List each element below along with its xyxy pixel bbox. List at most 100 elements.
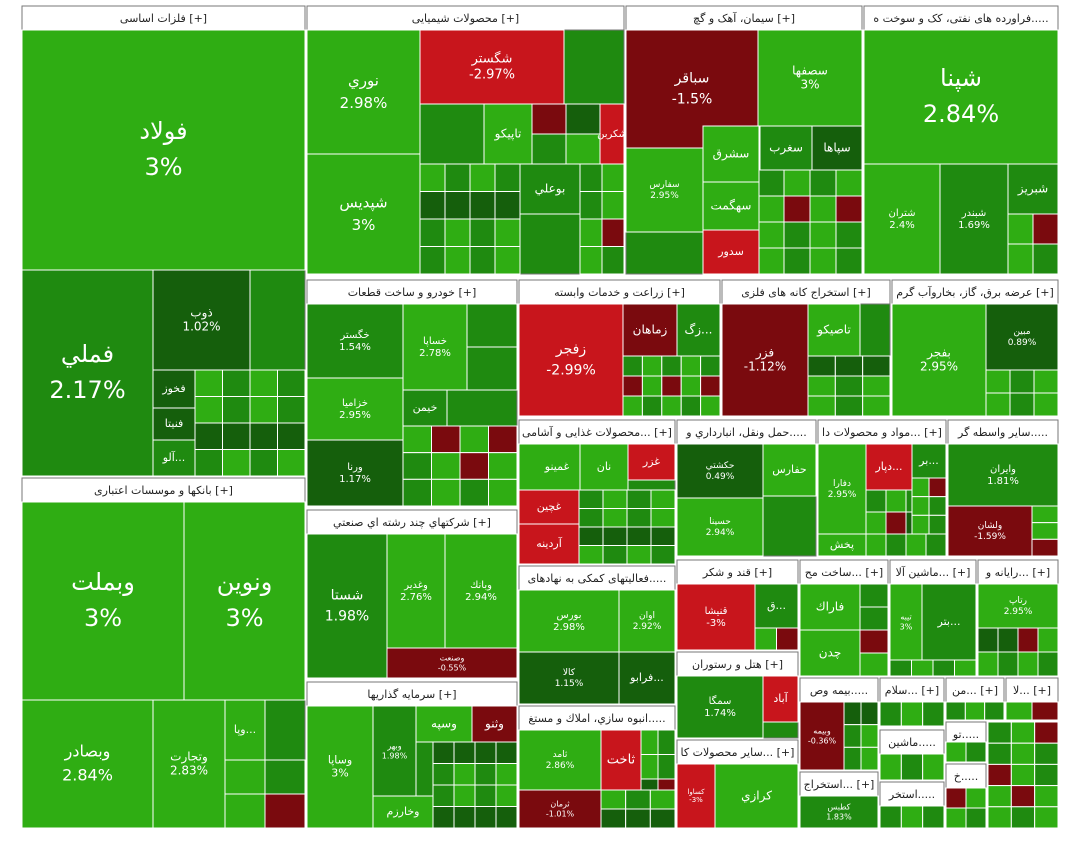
small-stock-tile[interactable] xyxy=(459,478,489,507)
small-stock-tile[interactable] xyxy=(885,511,907,535)
small-stock-tile[interactable] xyxy=(469,246,496,275)
small-stock-tile[interactable] xyxy=(474,741,497,764)
small-stock-tile[interactable] xyxy=(900,701,924,727)
small-stock-tile[interactable] xyxy=(661,395,682,417)
sector-header[interactable] xyxy=(817,419,947,445)
small-stock-tile[interactable] xyxy=(757,221,785,249)
stock-tile[interactable] xyxy=(762,443,817,497)
small-stock-tile[interactable] xyxy=(402,478,432,507)
small-stock-tile[interactable] xyxy=(859,629,889,654)
small-stock-tile[interactable] xyxy=(700,355,721,377)
small-stock-tile[interactable] xyxy=(835,221,863,249)
small-stock-tile[interactable] xyxy=(531,133,567,165)
small-stock-tile[interactable] xyxy=(885,533,907,557)
stock-tile[interactable] xyxy=(579,443,629,491)
small-stock-tile[interactable] xyxy=(600,808,627,829)
stock-tile[interactable] xyxy=(757,29,863,127)
small-stock-tile[interactable] xyxy=(860,746,879,771)
small-stock-tile[interactable] xyxy=(977,627,999,653)
small-stock-tile[interactable] xyxy=(1031,505,1059,524)
small-stock-tile[interactable] xyxy=(474,806,497,829)
small-stock-tile[interactable] xyxy=(419,246,446,275)
stock-tile[interactable] xyxy=(921,583,977,661)
stock-tile[interactable] xyxy=(721,303,809,417)
small-stock-tile[interactable] xyxy=(835,169,863,197)
stock-tile[interactable] xyxy=(622,303,678,357)
stock-tile[interactable] xyxy=(306,377,404,441)
small-stock-tile[interactable] xyxy=(809,221,837,249)
sector-header[interactable] xyxy=(879,729,945,755)
small-stock-tile[interactable] xyxy=(444,218,471,247)
small-stock-tile[interactable] xyxy=(419,218,446,247)
small-stock-tile[interactable] xyxy=(680,395,702,417)
small-stock-tile[interactable] xyxy=(277,449,306,477)
stock-tile[interactable] xyxy=(152,439,196,477)
small-stock-tile[interactable] xyxy=(466,303,518,348)
small-stock-tile[interactable] xyxy=(641,395,663,417)
small-stock-tile[interactable] xyxy=(474,784,497,807)
stock-tile[interactable] xyxy=(889,583,923,661)
small-stock-tile[interactable] xyxy=(466,346,518,391)
small-stock-tile[interactable] xyxy=(402,425,432,454)
small-stock-tile[interactable] xyxy=(622,355,643,377)
stock-tile[interactable] xyxy=(419,29,565,105)
small-stock-tile[interactable] xyxy=(602,489,628,509)
stock-tile[interactable] xyxy=(21,29,306,271)
small-stock-tile[interactable] xyxy=(776,627,799,651)
small-stock-tile[interactable] xyxy=(249,422,278,450)
stock-tile[interactable] xyxy=(21,269,154,477)
small-stock-tile[interactable] xyxy=(264,793,306,829)
small-stock-tile[interactable] xyxy=(264,759,306,795)
small-stock-tile[interactable] xyxy=(626,545,652,565)
small-stock-tile[interactable] xyxy=(809,169,837,197)
small-stock-tile[interactable] xyxy=(194,369,223,397)
small-stock-tile[interactable] xyxy=(1033,369,1059,394)
small-stock-tile[interactable] xyxy=(900,805,924,829)
small-stock-tile[interactable] xyxy=(1017,651,1039,677)
small-stock-tile[interactable] xyxy=(1010,721,1036,744)
small-stock-tile[interactable] xyxy=(222,396,251,424)
stock-tile[interactable] xyxy=(939,163,1009,275)
stock-tile[interactable] xyxy=(625,147,704,233)
sector-header[interactable] xyxy=(879,677,945,703)
small-stock-tile[interactable] xyxy=(657,754,676,780)
small-stock-tile[interactable] xyxy=(905,533,927,557)
small-stock-tile[interactable] xyxy=(1033,392,1059,417)
small-stock-tile[interactable] xyxy=(565,133,601,165)
stock-tile[interactable] xyxy=(702,125,760,183)
small-stock-tile[interactable] xyxy=(807,355,836,377)
small-stock-tile[interactable] xyxy=(680,355,702,377)
small-stock-tile[interactable] xyxy=(997,627,1019,653)
sector-header[interactable] xyxy=(21,477,306,503)
small-stock-tile[interactable] xyxy=(579,163,603,192)
small-stock-tile[interactable] xyxy=(600,789,627,810)
small-stock-tile[interactable] xyxy=(277,396,306,424)
small-stock-tile[interactable] xyxy=(222,369,251,397)
stock-tile[interactable] xyxy=(306,303,404,379)
stock-tile[interactable] xyxy=(618,651,676,705)
small-stock-tile[interactable] xyxy=(965,741,987,763)
small-stock-tile[interactable] xyxy=(640,729,659,755)
stock-tile[interactable] xyxy=(799,583,861,631)
small-stock-tile[interactable] xyxy=(419,163,446,192)
small-stock-tile[interactable] xyxy=(1010,806,1036,829)
stock-tile[interactable] xyxy=(306,153,421,275)
small-stock-tile[interactable] xyxy=(843,724,862,748)
sector-header[interactable] xyxy=(518,705,676,731)
stock-tile[interactable] xyxy=(947,505,1033,557)
stock-tile[interactable] xyxy=(702,229,760,275)
small-stock-tile[interactable] xyxy=(1031,522,1059,540)
small-stock-tile[interactable] xyxy=(807,375,836,397)
stock-tile[interactable] xyxy=(519,163,581,215)
small-stock-tile[interactable] xyxy=(1034,785,1059,808)
stock-tile[interactable] xyxy=(372,795,434,829)
small-stock-tile[interactable] xyxy=(928,514,947,535)
sector-header[interactable] xyxy=(1005,677,1059,703)
small-stock-tile[interactable] xyxy=(1010,763,1036,787)
stock-tile[interactable] xyxy=(386,533,446,649)
small-stock-tile[interactable] xyxy=(402,452,432,480)
small-stock-tile[interactable] xyxy=(602,508,628,528)
small-stock-tile[interactable] xyxy=(835,195,863,223)
small-stock-tile[interactable] xyxy=(602,545,628,565)
stock-tile[interactable] xyxy=(865,443,913,491)
